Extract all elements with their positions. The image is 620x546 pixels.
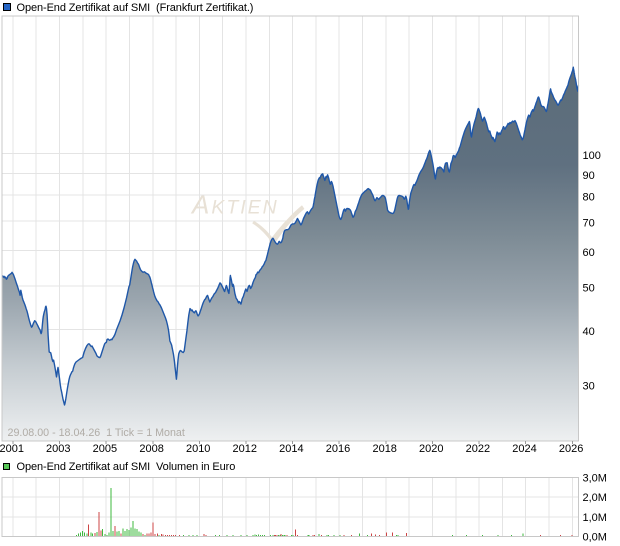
svg-text:60: 60 — [583, 247, 595, 259]
svg-text:2,0M: 2,0M — [583, 492, 607, 504]
svg-text:90: 90 — [583, 170, 595, 182]
svg-text:0,0M: 0,0M — [583, 532, 607, 544]
svg-text:50: 50 — [583, 283, 595, 295]
svg-text:2001: 2001 — [0, 443, 24, 455]
svg-text:80: 80 — [583, 191, 595, 203]
svg-text:100: 100 — [583, 150, 601, 162]
svg-text:1,0M: 1,0M — [583, 512, 607, 524]
svg-text:30: 30 — [583, 380, 595, 392]
svg-text:2022: 2022 — [466, 443, 490, 455]
svg-text:29.08.00 - 18.04.26 1 Tick =: 29.08.00 - 18.04.26 1 Tick = 1 Monat — [8, 427, 185, 439]
svg-text:2005: 2005 — [93, 443, 117, 455]
svg-text:2018: 2018 — [372, 443, 396, 455]
svg-text:3,0M: 3,0M — [583, 473, 607, 485]
svg-text:40: 40 — [583, 326, 595, 338]
svg-text:2012: 2012 — [233, 443, 257, 455]
svg-text:2003: 2003 — [46, 443, 70, 455]
svg-text:2026: 2026 — [559, 443, 583, 455]
svg-text:2020: 2020 — [419, 443, 443, 455]
svg-text:2024: 2024 — [512, 443, 536, 455]
svg-text:2014: 2014 — [279, 443, 303, 455]
svg-text:2008: 2008 — [139, 443, 163, 455]
svg-text:2010: 2010 — [186, 443, 210, 455]
svg-text:70: 70 — [583, 218, 595, 230]
svg-text:2016: 2016 — [326, 443, 350, 455]
